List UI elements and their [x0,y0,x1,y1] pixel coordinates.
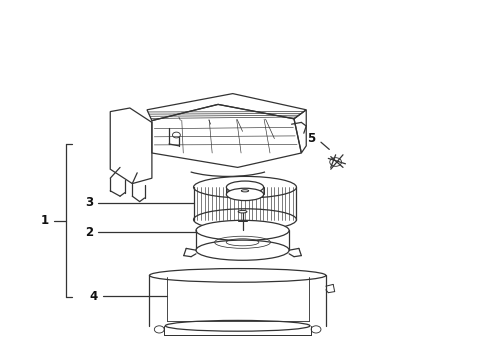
Ellipse shape [241,190,249,192]
Ellipse shape [194,176,296,198]
Ellipse shape [196,220,289,240]
Text: 4: 4 [90,290,98,303]
Ellipse shape [238,210,247,213]
Ellipse shape [196,240,289,260]
Ellipse shape [149,269,326,282]
Text: 2: 2 [85,226,93,239]
Text: 5: 5 [307,132,315,145]
Text: 3: 3 [85,196,93,209]
Ellipse shape [226,188,264,201]
Ellipse shape [165,320,310,331]
Ellipse shape [226,181,264,193]
Text: 1: 1 [41,214,49,227]
